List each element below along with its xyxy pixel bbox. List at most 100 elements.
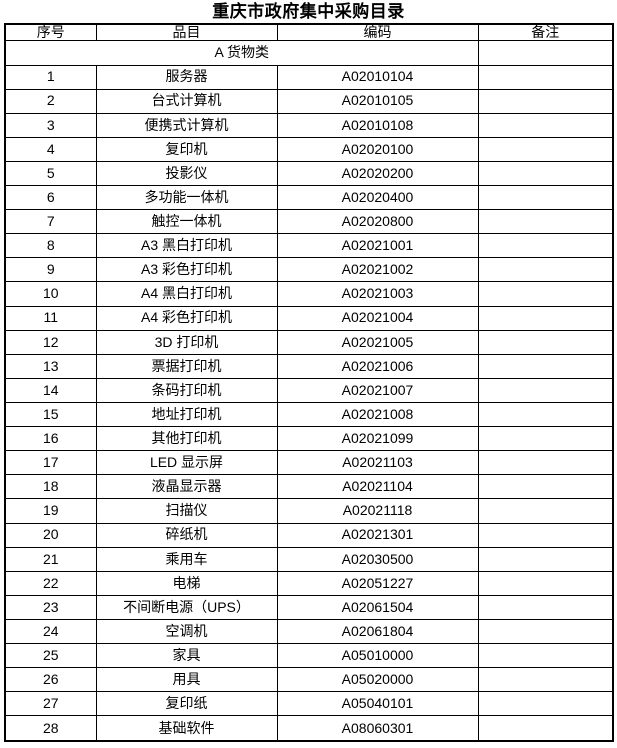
item-remark [477, 281, 614, 307]
page-title: 重庆市政府集中采购目录 [212, 2, 405, 21]
row-number: 10 [4, 281, 97, 307]
item-code: A02021002 [276, 257, 479, 283]
item-code: A02061504 [276, 594, 479, 621]
item-name: 电梯 [95, 570, 278, 596]
item-remark [477, 160, 614, 187]
table-row: 22 电梯 A02051227 [4, 570, 614, 596]
item-name: 基础软件 [95, 715, 278, 742]
item-code: A02020200 [276, 160, 479, 187]
item-code: A02020800 [276, 209, 479, 235]
row-number: 24 [4, 619, 97, 645]
row-number: 15 [4, 402, 97, 428]
category-label: A 货物类 [4, 40, 479, 66]
item-code: A02020400 [276, 185, 479, 211]
item-name: 复印纸 [95, 691, 278, 717]
item-code: A02021008 [276, 402, 479, 428]
item-code: A02020100 [276, 136, 479, 162]
table-row: 24 空调机 A02061804 [4, 619, 614, 645]
table-row: 15 地址打印机 A02021008 [4, 402, 614, 428]
item-code: A02021007 [276, 377, 479, 404]
table-row: 14 条码打印机 A02021007 [4, 377, 614, 404]
item-remark [477, 305, 614, 331]
item-code: A02021005 [276, 329, 479, 355]
item-remark [477, 112, 614, 138]
row-number: 25 [4, 643, 97, 669]
item-code: A02021003 [276, 281, 479, 307]
item-code: A02010105 [276, 88, 479, 114]
table-row: 12 3D 打印机 A02021005 [4, 329, 614, 355]
table-row: 13 票据打印机 A02021006 [4, 353, 614, 379]
header-row: 序号 品目 编码 备注 [4, 23, 614, 42]
row-number: 27 [4, 691, 97, 717]
item-name: 家具 [95, 643, 278, 669]
item-name: 扫描仪 [95, 498, 278, 524]
table-row: 28 基础软件 A08060301 [4, 715, 614, 742]
table-row: 6 多功能一体机 A02020400 [4, 185, 614, 211]
item-name: 不间断电源（UPS） [95, 594, 278, 621]
item-name: LED 显示屏 [95, 450, 278, 476]
table-row: 11 A4 彩色打印机 A02021004 [4, 305, 614, 331]
row-number: 11 [4, 305, 97, 331]
item-code: A02021118 [276, 498, 479, 524]
table-row: 8 A3 黑白打印机 A02021001 [4, 233, 614, 259]
category-remark [477, 40, 614, 66]
item-remark [477, 498, 614, 524]
item-name: 空调机 [95, 619, 278, 645]
row-number: 8 [4, 233, 97, 259]
table-row: 19 扫描仪 A02021118 [4, 498, 614, 524]
item-code: A02021103 [276, 450, 479, 476]
item-name: 投影仪 [95, 160, 278, 187]
item-name: A4 彩色打印机 [95, 305, 278, 331]
item-code: A02061804 [276, 619, 479, 645]
item-name: 3D 打印机 [95, 329, 278, 355]
item-remark [477, 136, 614, 162]
item-name: 用具 [95, 667, 278, 693]
item-code: A08060301 [276, 715, 479, 742]
table-row: 1 服务器 A02010104 [4, 64, 614, 90]
item-remark [477, 426, 614, 452]
table-row: 17 LED 显示屏 A02021103 [4, 450, 614, 476]
row-number: 13 [4, 353, 97, 379]
row-number: 7 [4, 209, 97, 235]
header-item: 品目 [95, 23, 278, 42]
item-name: 碎纸机 [95, 522, 278, 548]
item-remark [477, 450, 614, 476]
item-remark [477, 715, 614, 742]
item-code: A02010108 [276, 112, 479, 138]
table-row: 9 A3 彩色打印机 A02021002 [4, 257, 614, 283]
item-name: 台式计算机 [95, 88, 278, 114]
row-number: 22 [4, 570, 97, 596]
item-remark [477, 377, 614, 404]
row-number: 18 [4, 474, 97, 500]
item-remark [477, 88, 614, 114]
header-remark: 备注 [477, 23, 614, 42]
table-row: 5 投影仪 A02020200 [4, 160, 614, 187]
item-name: A3 彩色打印机 [95, 257, 278, 283]
item-remark [477, 402, 614, 428]
item-remark [477, 691, 614, 717]
item-code: A02021004 [276, 305, 479, 331]
item-remark [477, 619, 614, 645]
item-code: A05040101 [276, 691, 479, 717]
item-name: 票据打印机 [95, 353, 278, 379]
row-number: 6 [4, 185, 97, 211]
item-code: A02021099 [276, 426, 479, 452]
item-name: 液晶显示器 [95, 474, 278, 500]
table-row: 3 便携式计算机 A02010108 [4, 112, 614, 138]
item-remark [477, 594, 614, 621]
table-row: 4 复印机 A02020100 [4, 136, 614, 162]
item-code: A05020000 [276, 667, 479, 693]
table-row: 20 碎纸机 A02021301 [4, 522, 614, 548]
row-number: 28 [4, 715, 97, 742]
row-number: 19 [4, 498, 97, 524]
row-number: 2 [4, 88, 97, 114]
item-remark [477, 64, 614, 90]
item-remark [477, 546, 614, 572]
item-remark [477, 209, 614, 235]
item-code: A02021001 [276, 233, 479, 259]
item-name: 复印机 [95, 136, 278, 162]
row-number: 1 [4, 64, 97, 90]
item-remark [477, 667, 614, 693]
procurement-table: 序号 品目 编码 备注 A 货物类 1 服务器 A02010104 2 台式计算… [4, 23, 614, 742]
